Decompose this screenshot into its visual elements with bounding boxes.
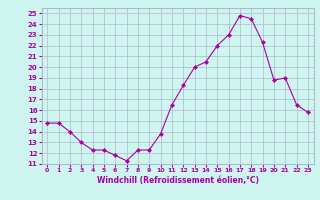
X-axis label: Windchill (Refroidissement éolien,°C): Windchill (Refroidissement éolien,°C) xyxy=(97,176,259,185)
